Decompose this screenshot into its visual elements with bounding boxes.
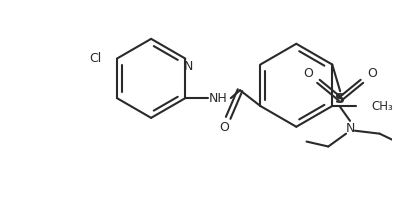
Text: Cl: Cl [89,52,101,65]
Text: NH: NH [208,92,227,105]
Text: O: O [304,67,314,80]
Text: N: N [184,60,193,73]
Text: O: O [367,67,377,80]
Text: CH₃: CH₃ [372,100,393,113]
Text: S: S [335,92,345,106]
Text: O: O [219,121,229,134]
Text: N: N [345,122,355,135]
